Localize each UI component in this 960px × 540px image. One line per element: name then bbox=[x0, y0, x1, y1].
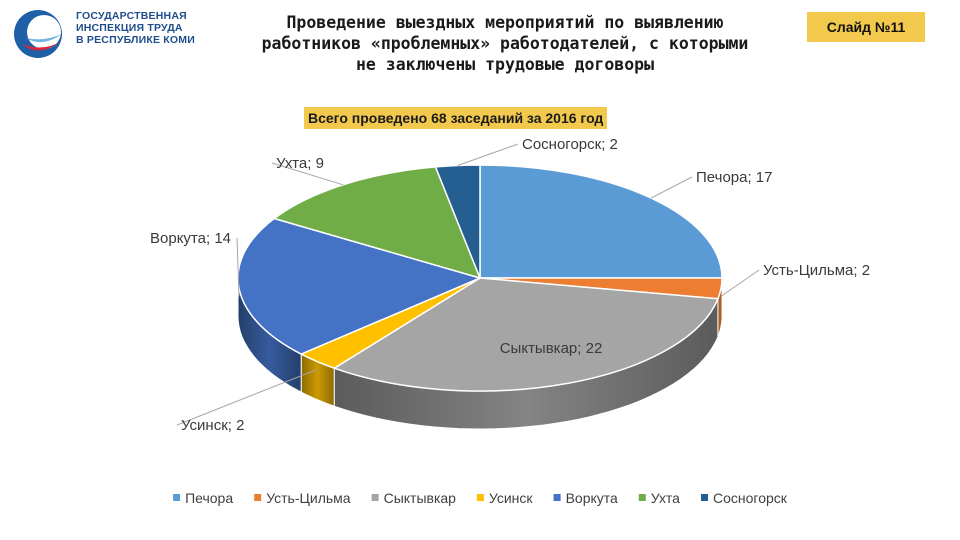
leader-line bbox=[457, 143, 519, 166]
chart-title: Всего проведено 68 заседаний за 2016 год bbox=[304, 107, 608, 129]
legend-label: Усть-Цильма bbox=[266, 490, 351, 506]
legend-swatch bbox=[173, 494, 181, 501]
logo-line: В РЕСПУБЛИКЕ КОМИ bbox=[76, 34, 195, 46]
slide-number-badge: Слайд №11 bbox=[807, 12, 925, 42]
logo-line: ГОСУДАРСТВЕННАЯ bbox=[76, 10, 187, 22]
pie-tops bbox=[237, 164, 723, 392]
legend-label: Ухта bbox=[651, 490, 680, 506]
legend-swatch bbox=[638, 494, 646, 501]
data-label: Сыктывкар; 22 bbox=[500, 340, 603, 357]
logo-emblem-icon bbox=[14, 10, 62, 58]
slice bbox=[332, 277, 719, 392]
logo-text: ГОСУДАРСТВЕННАЯ ИНСПЕКЦИЯ ТРУДА В РЕСПУБ… bbox=[76, 10, 216, 46]
logo-line: ИНСПЕКЦИЯ ТРУДА bbox=[76, 22, 183, 34]
legend-label: Сосногорск bbox=[713, 490, 788, 506]
leader-line bbox=[650, 176, 693, 199]
pie-sides bbox=[237, 278, 723, 430]
logo bbox=[8, 8, 208, 60]
slide-title: Проведение выездных мероприятий по выявл… bbox=[261, 13, 749, 74]
data-label: Усинск; 2 bbox=[181, 417, 244, 434]
slice bbox=[434, 164, 481, 279]
leader-line bbox=[176, 369, 318, 426]
legend: Печора Усть-Цильма Сыктывкар Усинск Воркута У… bbox=[173, 490, 788, 506]
leader-lines bbox=[176, 143, 760, 426]
slice bbox=[479, 164, 723, 279]
legend-label: Усинск bbox=[489, 490, 534, 506]
leader-line bbox=[720, 269, 760, 297]
data-label: Воркута; 14 bbox=[150, 230, 231, 247]
legend-label: Сыктывкар bbox=[384, 490, 457, 506]
legend-swatch bbox=[371, 494, 379, 501]
legend-swatch bbox=[254, 494, 262, 501]
leader-line bbox=[236, 237, 240, 297]
data-label: Усть-Цильма; 2 bbox=[763, 262, 870, 279]
legend-label: Воркута bbox=[566, 490, 618, 506]
data-label: Сосногорск; 2 bbox=[522, 136, 618, 153]
data-label: Ухта; 9 bbox=[276, 155, 324, 172]
data-labels: Печора; 17 Усть-Цильма; 2 Сыктывкар; 22 Уси… bbox=[150, 136, 870, 434]
legend-swatch bbox=[553, 494, 561, 501]
legend-label: Печора bbox=[185, 490, 233, 506]
data-label: Печора; 17 bbox=[696, 169, 773, 186]
leader-line bbox=[271, 162, 344, 186]
legend-swatch bbox=[476, 494, 484, 501]
legend-swatch bbox=[701, 494, 708, 501]
